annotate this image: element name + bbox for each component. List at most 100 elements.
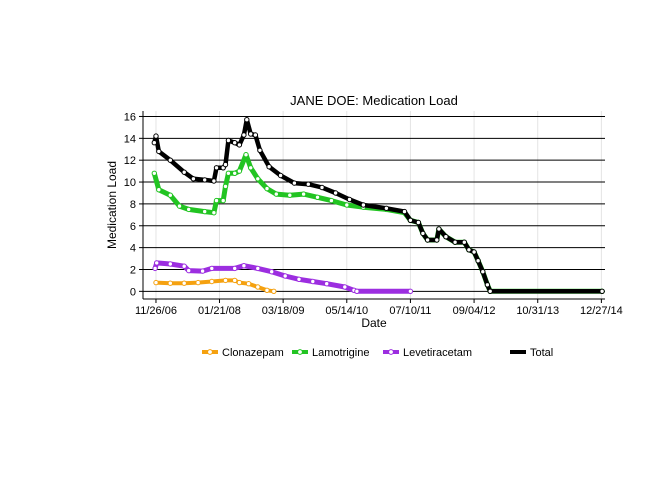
y-tick-label: 10 xyxy=(124,177,136,189)
legend-marker xyxy=(388,349,394,355)
data-point xyxy=(300,191,307,197)
data-point xyxy=(236,142,243,148)
legend-label: Total xyxy=(530,347,553,359)
data-point xyxy=(287,192,293,198)
data-point xyxy=(225,170,232,177)
data-point xyxy=(181,263,187,269)
legend-item-lamotrigine: Lamotrigine xyxy=(292,347,369,359)
series-total xyxy=(151,117,605,294)
data-point xyxy=(273,191,279,197)
data-point xyxy=(248,131,254,137)
data-point xyxy=(199,268,206,274)
y-tick-label: 16 xyxy=(124,111,136,123)
x-tick-label: 10/31/13 xyxy=(516,305,559,317)
data-point xyxy=(475,258,481,264)
data-point xyxy=(271,288,277,294)
data-point xyxy=(296,276,302,282)
data-point xyxy=(213,197,220,204)
data-point xyxy=(222,277,229,284)
data-point xyxy=(471,249,477,255)
data-point xyxy=(434,237,440,243)
data-point xyxy=(151,170,158,177)
data-point xyxy=(407,217,414,224)
legend-item-levetiracetam: Levetiracetam xyxy=(383,347,472,359)
data-point xyxy=(443,234,449,240)
legend: Clonazepam Lamotrigine Levetiracetam Total xyxy=(202,347,553,359)
data-point xyxy=(245,281,252,287)
data-point xyxy=(383,205,390,212)
data-point xyxy=(220,197,226,204)
data-point xyxy=(186,206,192,213)
data-point xyxy=(324,281,330,287)
data-point xyxy=(342,284,348,290)
data-point xyxy=(319,184,325,191)
data-point xyxy=(154,260,160,266)
data-point xyxy=(209,265,215,272)
y-tick-label: 2 xyxy=(130,264,136,276)
data-point xyxy=(167,192,174,198)
data-point xyxy=(269,269,275,275)
data-point xyxy=(344,202,350,208)
data-point xyxy=(407,288,414,294)
data-point xyxy=(153,279,159,286)
x-tick-label: 09/04/12 xyxy=(453,305,496,317)
y-tick-label: 8 xyxy=(130,199,136,211)
y-tick-label: 4 xyxy=(130,243,136,255)
data-point xyxy=(480,269,486,275)
data-point xyxy=(436,226,442,232)
data-point xyxy=(487,288,493,294)
data-point xyxy=(420,230,426,237)
x-tick-label: 05/14/10 xyxy=(325,305,368,317)
data-point xyxy=(424,237,431,243)
data-point xyxy=(461,239,467,245)
data-point xyxy=(332,190,339,196)
x-tick-label: 01/21/08 xyxy=(198,305,241,317)
data-point xyxy=(211,178,217,184)
data-point xyxy=(264,287,270,293)
data-point xyxy=(195,279,201,286)
data-point xyxy=(415,219,422,226)
legend-label: Clonazepam xyxy=(222,347,284,359)
data-point xyxy=(167,261,174,267)
data-point xyxy=(167,280,174,286)
data-point xyxy=(452,239,458,245)
data-point xyxy=(310,278,316,285)
data-point xyxy=(255,265,261,272)
data-point xyxy=(232,170,238,177)
data-point xyxy=(222,183,229,190)
data-point xyxy=(599,288,605,294)
x-tick-label: 11/26/06 xyxy=(135,305,177,317)
y-tick-label: 12 xyxy=(124,155,136,167)
legend-label: Lamotrigine xyxy=(312,347,369,359)
data-point xyxy=(314,194,321,201)
legend-marker xyxy=(207,349,213,355)
data-point xyxy=(291,180,298,186)
data-point xyxy=(153,133,159,139)
data-point xyxy=(484,282,491,288)
data-point xyxy=(243,152,249,158)
data-point xyxy=(232,265,238,272)
data-point xyxy=(360,202,367,208)
data-point xyxy=(354,288,360,294)
data-point xyxy=(282,273,288,279)
data-point xyxy=(225,137,232,144)
data-point xyxy=(401,208,408,215)
data-point xyxy=(248,165,254,171)
data-point xyxy=(305,181,311,187)
data-point xyxy=(209,278,215,285)
data-point xyxy=(181,169,187,175)
series-layer xyxy=(151,117,605,294)
series-levetiracetam xyxy=(152,260,414,294)
data-point xyxy=(151,140,158,146)
data-point xyxy=(255,284,261,290)
x-axis-label: Date xyxy=(361,316,387,330)
y-tick-label: 6 xyxy=(130,221,136,233)
y-axis-label: Medication Load xyxy=(105,161,119,249)
data-point xyxy=(232,140,238,146)
data-point xyxy=(190,176,197,182)
y-tick-label: 14 xyxy=(124,133,136,145)
data-point xyxy=(211,210,217,216)
data-point xyxy=(152,265,158,272)
data-point xyxy=(186,267,192,274)
